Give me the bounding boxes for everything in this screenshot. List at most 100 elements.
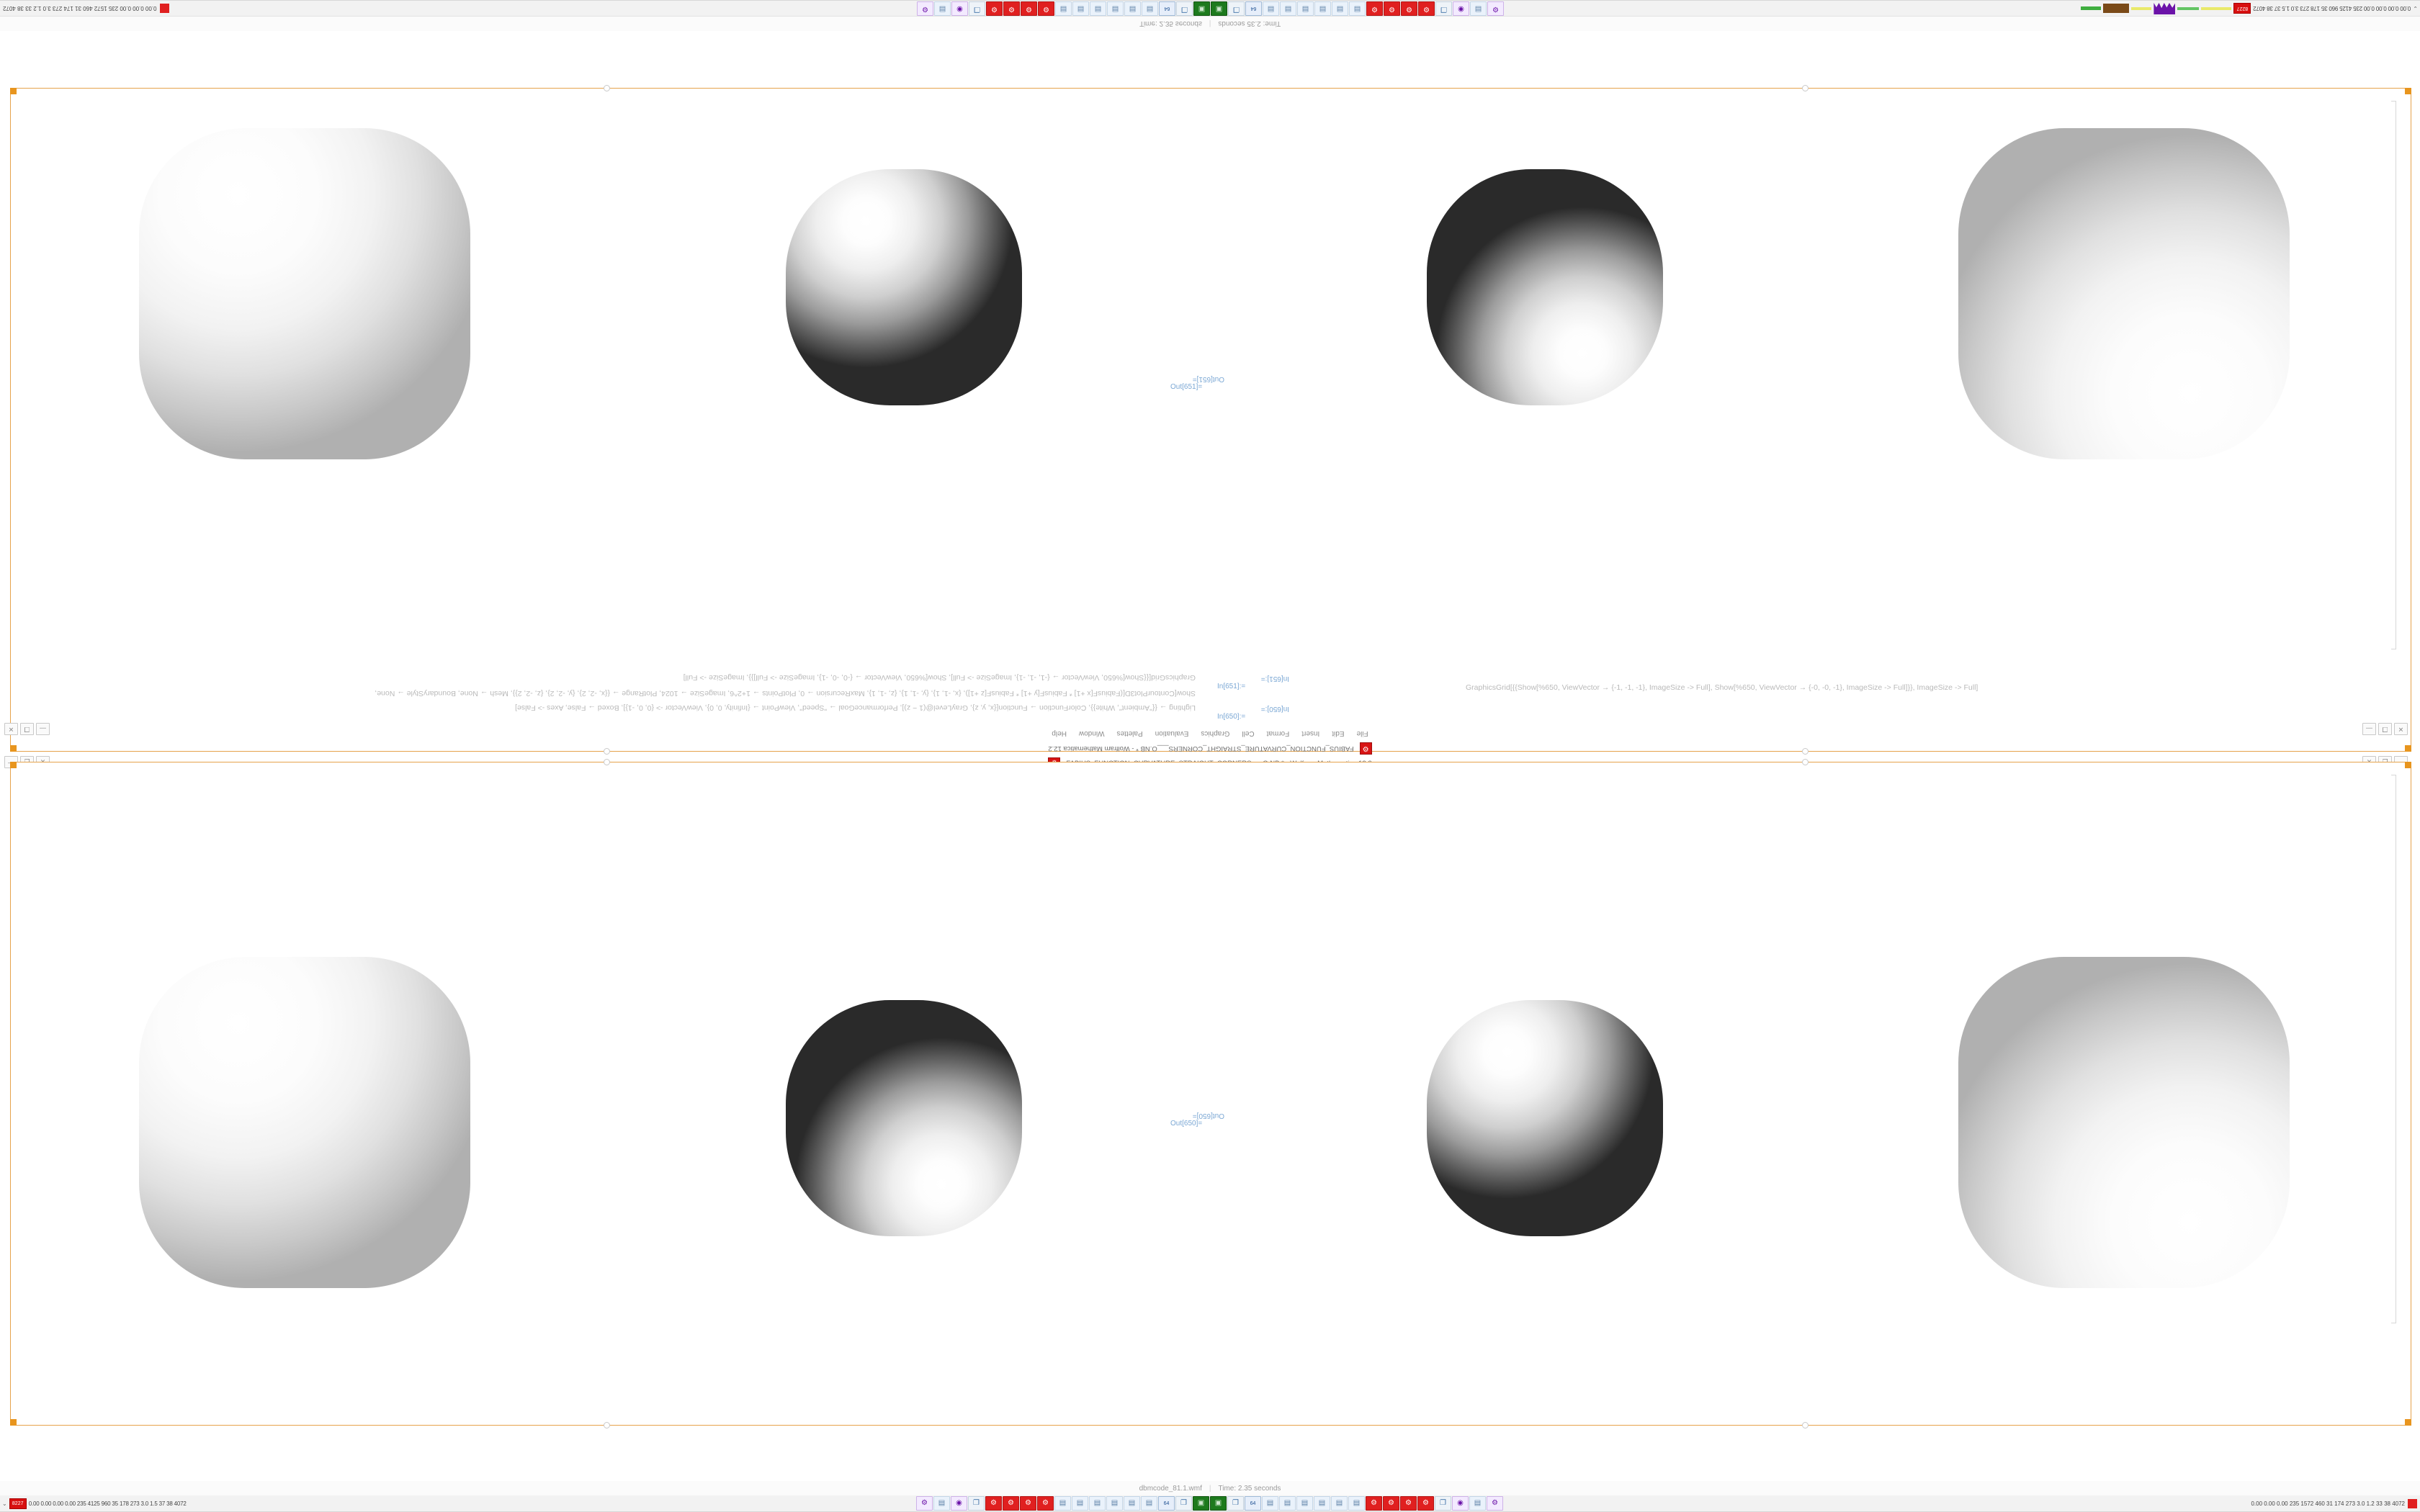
resize-handle-tr-2[interactable] [2405, 762, 2411, 768]
menu-item-insert[interactable]: Insert [1301, 729, 1320, 738]
notebook-icon[interactable]: ▤ [1332, 1, 1348, 16]
notebook-icon[interactable]: ▤ [1348, 1496, 1365, 1511]
window-snap-dot-1[interactable] [604, 85, 610, 91]
wolfram-player-icon[interactable]: ⚙ [1487, 1, 1504, 16]
display-settings-icon[interactable]: ❐ [1227, 1496, 1244, 1511]
window-snap-dot-6[interactable] [1802, 759, 1809, 765]
menu-item-window[interactable]: Window [1078, 729, 1105, 738]
notebook-icon[interactable]: ▤ [1055, 1, 1072, 16]
notebook-icon[interactable]: ▤ [1279, 1496, 1296, 1511]
mathematica-kernel-icon[interactable]: ⚙ [1366, 1496, 1382, 1511]
firefox-icon[interactable]: ◉ [951, 1, 968, 16]
menu-item-edit[interactable]: Edit [1332, 729, 1345, 738]
menu-item-format[interactable]: Format [1266, 729, 1290, 738]
notebook-icon[interactable]: ▤ [1142, 1, 1158, 16]
window-controls-top-right[interactable]: ✕ ❐ — [2362, 723, 2408, 735]
text-editor-icon[interactable]: ▤ [934, 1, 951, 16]
window-snap-dot-8[interactable] [1802, 1422, 1809, 1428]
taskbar-bottom[interactable]: ⌄ 8227 0.00 0.00 0.00 0.00 235 4125 960 … [0, 1495, 2420, 1512]
menu-item-file[interactable]: File [1356, 729, 1368, 738]
menu-item-graphics[interactable]: Graphics [1201, 729, 1230, 738]
display-settings-icon[interactable]: ❐ [1175, 1496, 1192, 1511]
in-label-650-mirrored[interactable]: In[650]:= [1260, 705, 1289, 713]
mathematica-kernel-icon[interactable]: ⚙ [1418, 1, 1435, 16]
terminal-icon[interactable]: ▣ [1211, 1, 1227, 16]
resize-handle-bl-2[interactable] [10, 1419, 17, 1426]
out-label-650-bottom-mirrored[interactable]: Out[650]= [1192, 1112, 1224, 1120]
notebook-icon[interactable]: ▤ [1296, 1496, 1313, 1511]
wolfram-player-icon[interactable]: ⚙ [1487, 1496, 1503, 1511]
window-snap-dot-4[interactable] [1802, 748, 1809, 755]
restore-button[interactable]: ❐ [2378, 723, 2392, 735]
cell-bracket-0[interactable] [2391, 101, 2396, 649]
taskbar-top[interactable]: ⌄ 0.00 0.00 0.00 0.00 235 4125 960 35 17… [0, 0, 2420, 17]
resize-handle-br[interactable] [2405, 745, 2411, 752]
in-label-651[interactable]: In[651]:= [1217, 683, 1246, 690]
notebook-icon[interactable]: ▤ [1331, 1496, 1348, 1511]
notebook-icon[interactable]: ▤ [1262, 1496, 1278, 1511]
mathematica-kernel-icon[interactable]: ⚙ [1401, 1, 1417, 16]
notebook-icon[interactable]: ▤ [1314, 1496, 1330, 1511]
in-label-650[interactable]: In[650]:= [1217, 713, 1246, 721]
terminal-icon[interactable]: ▣ [1193, 1496, 1209, 1511]
out-label-650-bottom[interactable]: Out[650]= [1170, 1120, 1203, 1128]
out-label-651-top-mirrored[interactable]: Out[651]= [1192, 375, 1224, 383]
text-editor-icon[interactable]: ▤ [1470, 1, 1487, 16]
tray-alert-icon[interactable] [159, 4, 169, 14]
mathematica-kernel-icon[interactable]: ⚙ [1384, 1, 1400, 16]
menu-bar[interactable]: File Edit Insert Format Cell Graphics Evaluati… [0, 727, 2420, 740]
wolfram-player-icon[interactable]: ⚙ [916, 1496, 933, 1511]
menu-item-evaluation[interactable]: Evaluation [1155, 729, 1189, 738]
mathematica-kernel-icon[interactable]: ⚙ [1366, 1, 1383, 16]
firefox-icon[interactable]: ◉ [951, 1496, 967, 1511]
window-snap-dot-5[interactable] [604, 759, 610, 765]
notebook-icon[interactable]: ▤ [1297, 1, 1314, 16]
mathematica-kernel-icon[interactable]: ⚙ [985, 1496, 1002, 1511]
text-editor-icon[interactable]: ▤ [1469, 1496, 1486, 1511]
monitor-icon[interactable]: ❐ [1435, 1, 1452, 16]
in-label-651-mirrored[interactable]: In[651]:= [1260, 675, 1289, 683]
notebook-icon[interactable]: ▤ [1054, 1496, 1071, 1511]
out-label-651-top[interactable]: Out[651]= [1170, 383, 1203, 391]
notebook-icon[interactable]: ▤ [1106, 1496, 1123, 1511]
taskbar-app-buttons-top[interactable]: ⚙ ▤ ◉ ❐ ⚙ ⚙ ⚙ ⚙ ▤ ▤ ▤ ▤ ▤ ▤ 64 ❐ ▣ ▣ ❐ 64 ▤ ▤ ▤ ▤ ▤ ▤ ⚙ ⚙ ⚙ ⚙ ❐ ◉ ▤ ⚙ [406, 1, 2015, 16]
mathematica-kernel-icon[interactable]: ⚙ [1003, 1496, 1019, 1511]
notebook-icon[interactable]: ▤ [1263, 1, 1279, 16]
window-snap-dot-7[interactable] [604, 1422, 610, 1428]
monitor-icon[interactable]: ❐ [969, 1, 985, 16]
notebook-icon[interactable]: ▤ [1124, 1, 1141, 16]
firefox-icon[interactable]: ◉ [1452, 1496, 1469, 1511]
notebook-icon[interactable]: ▤ [1314, 1, 1331, 16]
tray-alert-icon-bottom[interactable] [2408, 1498, 2417, 1508]
text-editor-icon[interactable]: ▤ [933, 1496, 950, 1511]
mathematica-kernel-icon[interactable]: ⚙ [1021, 1, 1037, 16]
chevron-down-icon[interactable]: ⌄ [2413, 5, 2418, 12]
mathematica-kernel-icon[interactable]: ⚙ [1417, 1496, 1434, 1511]
minimize-button[interactable]: — [2362, 723, 2376, 735]
mathematica-kernel-icon[interactable]: ⚙ [986, 1, 1003, 16]
restore-button[interactable]: ❐ [20, 723, 34, 735]
terminal-icon[interactable]: ▣ [1193, 1, 1210, 16]
display-settings-icon[interactable]: ❐ [1176, 1, 1193, 16]
notebook-icon[interactable]: ▤ [1089, 1496, 1106, 1511]
mathematica-kernel-icon[interactable]: ⚙ [1383, 1496, 1399, 1511]
mathematica-kernel-icon[interactable]: ⚙ [1020, 1496, 1036, 1511]
notebook-icon[interactable]: ▤ [1280, 1, 1296, 16]
mathematica-window-top[interactable] [10, 85, 2411, 755]
cell-bracket-1[interactable] [2391, 775, 2396, 1323]
taskbar-tray-bottom[interactable]: 0.00 0.00 0.00 235 1572 460 31 174 273 3… [2014, 1498, 2420, 1508]
display-settings-icon[interactable]: ❐ [1228, 1, 1245, 16]
resize-handle-tl-2[interactable] [10, 762, 17, 768]
notebook-icon[interactable]: ▤ [1107, 1, 1124, 16]
save-icon[interactable]: 64 [1159, 1, 1175, 16]
save-icon[interactable]: 64 [1158, 1496, 1175, 1511]
resize-handle-tl[interactable] [10, 88, 17, 94]
resize-handle-tr[interactable] [2405, 88, 2411, 94]
terminal-icon[interactable]: ▣ [1210, 1496, 1227, 1511]
menu-item-help[interactable]: Help [1052, 729, 1067, 738]
monitor-icon[interactable]: ❐ [1435, 1496, 1451, 1511]
mathematica-kernel-icon[interactable]: ⚙ [1003, 1, 1020, 16]
resize-handle-bl[interactable] [10, 745, 17, 752]
window-snap-dot-2[interactable] [1802, 85, 1809, 91]
close-button[interactable]: ✕ [2394, 723, 2408, 735]
